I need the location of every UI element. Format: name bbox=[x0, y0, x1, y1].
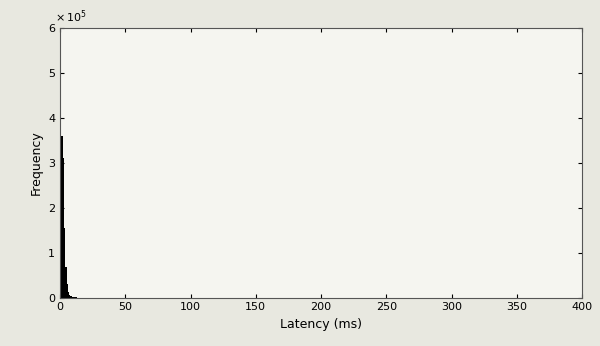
Bar bbox=[68, 292, 69, 298]
Y-axis label: Frequency: Frequency bbox=[29, 130, 43, 195]
X-axis label: Latency (ms): Latency (ms) bbox=[280, 318, 362, 331]
Bar bbox=[60, 273, 61, 298]
Bar bbox=[65, 267, 67, 298]
Bar bbox=[64, 228, 65, 298]
Bar bbox=[72, 297, 73, 298]
Bar bbox=[62, 158, 64, 298]
Bar bbox=[61, 136, 62, 298]
Text: $\times\,10^5$: $\times\,10^5$ bbox=[55, 8, 86, 25]
Bar bbox=[70, 297, 72, 298]
Bar bbox=[67, 284, 68, 298]
Bar bbox=[69, 295, 70, 298]
